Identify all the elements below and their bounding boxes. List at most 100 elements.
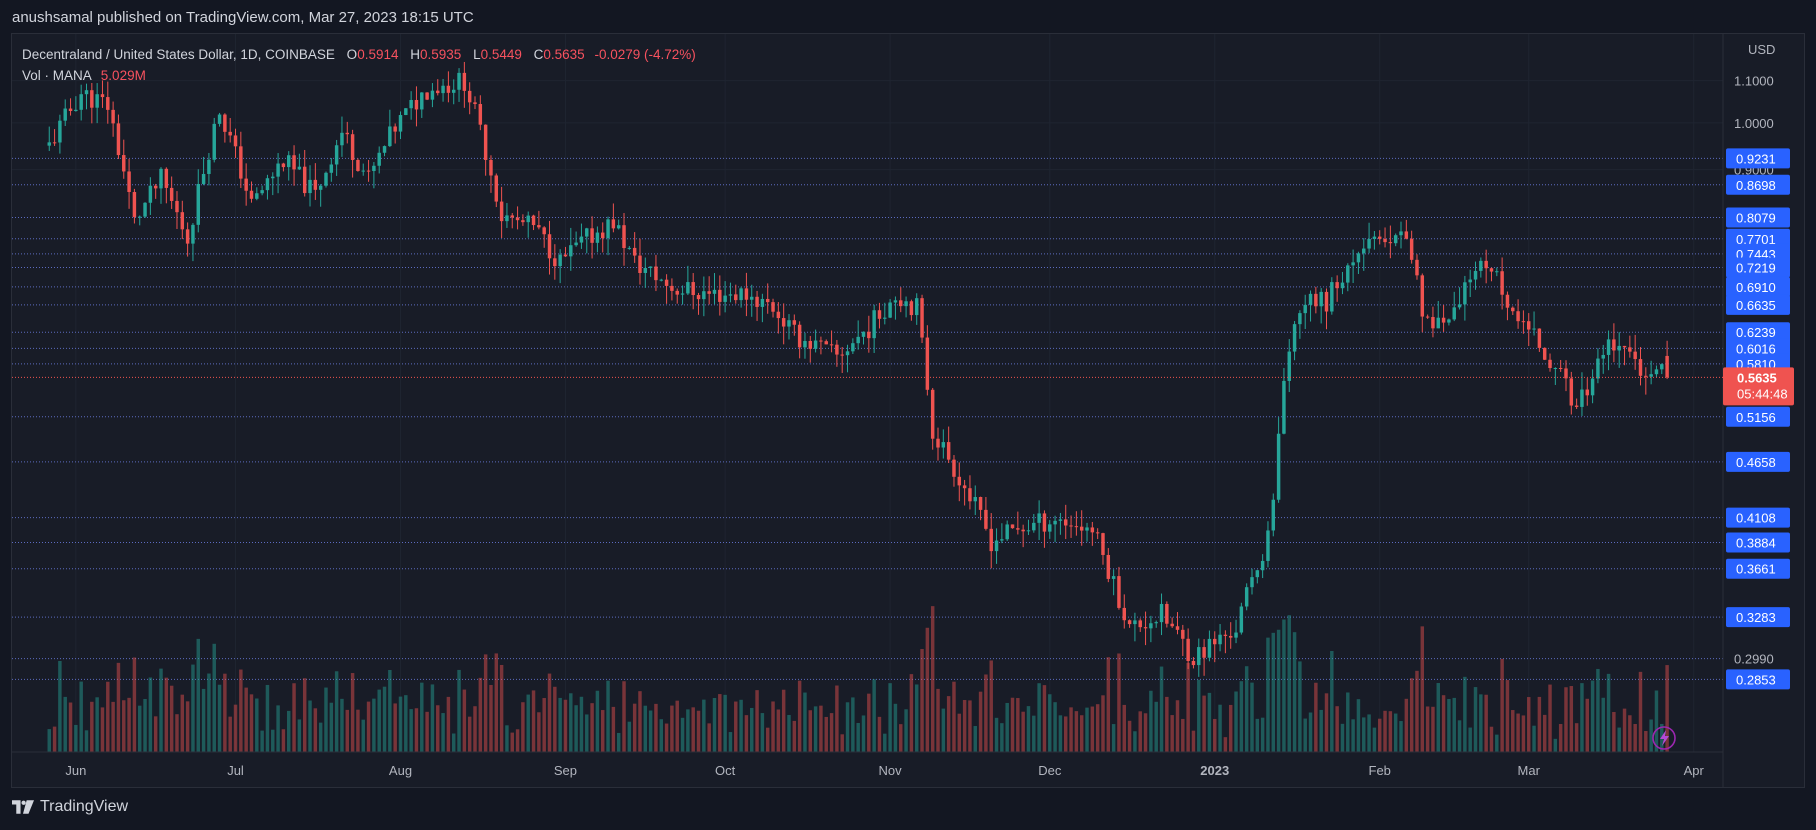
volume-bar — [930, 606, 935, 752]
brand-name: TradingView — [40, 798, 129, 815]
volume-bar — [978, 691, 983, 752]
candle-body — [563, 254, 568, 257]
volume-bar — [436, 705, 440, 752]
volume-bar — [489, 684, 493, 752]
volume-bar — [345, 709, 350, 752]
candle-body — [1122, 607, 1127, 621]
candle-body — [1569, 378, 1574, 406]
symbol-name[interactable]: Decentraland / United States Dollar, 1D,… — [22, 47, 335, 62]
candle-body — [526, 215, 530, 223]
volume-bar — [467, 716, 472, 752]
volume-bar — [888, 683, 892, 752]
volume-bar — [361, 719, 365, 752]
time-tick-label: Aug — [389, 763, 412, 778]
candlestick-chart[interactable]: USD 1.10001.00000.90000.29900.92310.8698… — [12, 34, 1804, 787]
volume-bar — [962, 700, 967, 752]
candle-body — [1191, 660, 1196, 666]
volume-bar — [207, 673, 211, 752]
candle-body — [585, 228, 589, 237]
volume-bar — [1596, 668, 1600, 752]
volume-bar — [952, 681, 956, 752]
candle-body — [1441, 317, 1446, 323]
volume-bar — [526, 694, 530, 752]
level-price-box — [1726, 174, 1790, 195]
volume-bar — [1580, 683, 1584, 752]
candle-body — [1186, 638, 1190, 661]
volume-bar — [462, 689, 467, 752]
volume-bar — [1330, 651, 1334, 752]
volume-bar — [1585, 698, 1590, 752]
candle-body — [978, 497, 983, 510]
candle-body — [1197, 647, 1201, 666]
volume-label[interactable]: Vol · MANA — [22, 68, 92, 83]
volume-bar — [1228, 704, 1233, 752]
volume-bar — [1404, 698, 1409, 752]
candle-body — [1282, 380, 1286, 434]
volume-bar — [377, 689, 381, 752]
volume-bar — [1665, 665, 1669, 752]
volume-bar — [877, 716, 882, 752]
level-price-label: 0.6635 — [1736, 298, 1776, 313]
volume-bar — [201, 688, 206, 752]
volume-bar — [776, 709, 781, 752]
candle-body — [1218, 634, 1222, 645]
level-price-box — [1726, 558, 1790, 579]
time-tick-label: Oct — [715, 763, 736, 778]
candle-body — [436, 90, 440, 94]
level-price-box — [1726, 228, 1790, 249]
candle-body — [861, 331, 866, 337]
candle-body — [340, 132, 344, 146]
candle-body — [377, 152, 381, 166]
volume-bar — [1133, 731, 1137, 752]
volume-bar — [537, 712, 541, 752]
volume-bar — [558, 697, 562, 752]
candle-body — [185, 229, 190, 244]
volume-bar — [1037, 683, 1041, 752]
candle-body — [739, 288, 743, 301]
candle-body — [489, 159, 493, 176]
candle-body — [116, 123, 121, 156]
volume-bar — [185, 701, 190, 752]
candle-body — [835, 344, 839, 355]
candle-body — [792, 320, 797, 325]
candle-body — [1058, 519, 1063, 521]
volume-bar — [233, 704, 238, 752]
level-price-box — [1726, 276, 1790, 297]
lightning-icon[interactable] — [1652, 726, 1676, 750]
candle-body — [1590, 378, 1595, 396]
volume-bar — [867, 693, 871, 752]
candle-body — [361, 170, 365, 172]
volume-bar — [63, 696, 67, 752]
level-price-label: 0.6016 — [1736, 341, 1776, 356]
candle-body — [1250, 577, 1254, 588]
volume-bar — [1511, 710, 1515, 752]
volume-bar — [590, 703, 594, 752]
candle-body — [366, 170, 371, 172]
candle-body — [1612, 339, 1616, 351]
volume-bar — [691, 707, 695, 752]
level-price-label: 0.6910 — [1736, 280, 1776, 295]
volume-bar — [1143, 713, 1148, 752]
volume-bar — [409, 709, 413, 752]
volume-bar — [217, 684, 222, 752]
candle-body — [334, 145, 339, 165]
level-price-label: 0.7701 — [1736, 232, 1776, 247]
volume-bar — [755, 690, 759, 752]
candle-body — [1074, 526, 1079, 528]
candle-body — [1521, 321, 1526, 323]
volume-bar — [941, 708, 946, 752]
volume-bar — [1542, 714, 1547, 752]
candle-body — [196, 184, 200, 225]
candle-body — [627, 247, 632, 249]
candle-body — [675, 290, 679, 295]
candle-body — [744, 288, 749, 300]
candle-body — [925, 337, 930, 390]
candle-body — [1633, 351, 1637, 360]
volume-bar — [712, 698, 717, 752]
candle-body — [63, 108, 67, 121]
footer-brand[interactable]: TradingView — [12, 798, 128, 816]
candle-body — [797, 324, 802, 348]
volume-bar — [1234, 691, 1238, 752]
volume-bar — [1606, 673, 1611, 752]
candle-body — [1393, 235, 1398, 244]
